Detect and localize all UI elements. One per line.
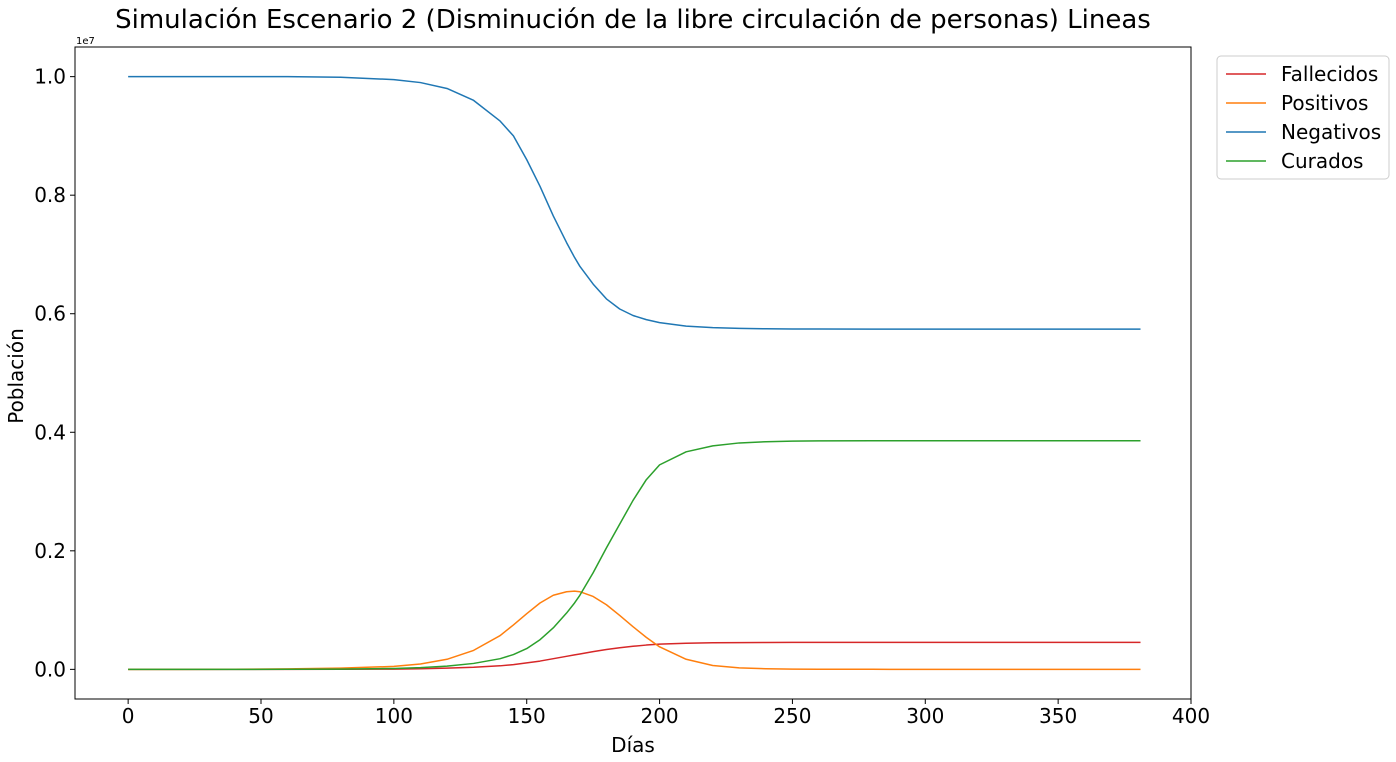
- series-line-curados: [128, 439, 1141, 671]
- y-tick-label: 0.8: [34, 183, 66, 207]
- plot-area: [74, 46, 1192, 700]
- series-line-fallecidos: [128, 641, 1141, 671]
- legend-label-fallecidos: Fallecidos: [1281, 62, 1378, 86]
- legend-label-curados: Curados: [1281, 149, 1363, 173]
- x-tick-label: 200: [640, 704, 678, 728]
- series-line-negativos: [128, 75, 1141, 330]
- y-tick-label: 0.0: [34, 657, 66, 681]
- x-axis-title: Días: [611, 733, 655, 757]
- x-tick-label: 0: [122, 704, 135, 728]
- legend-label-positivos: Positivos: [1281, 91, 1368, 115]
- x-tick-label: 400: [1172, 704, 1210, 728]
- plot-frame: [74, 46, 1192, 700]
- y-axis-offset-label: 1e7: [76, 36, 95, 47]
- x-tick-label: 250: [773, 704, 811, 728]
- series-line-positivos: [128, 590, 1141, 671]
- legend: Fallecidos Positivos Negativos Curados: [1216, 55, 1390, 180]
- y-axis: 0.0 0.2 0.4 0.6 0.8 1.0: [34, 65, 75, 681]
- legend-label-negativos: Negativos: [1281, 120, 1381, 144]
- x-axis: 0 50 100 150 200 250 300 350 400: [122, 699, 1210, 728]
- x-tick-label: 50: [248, 704, 273, 728]
- y-tick-label: 0.2: [34, 539, 66, 563]
- x-tick-label: 150: [508, 704, 546, 728]
- y-tick-label: 0.4: [34, 420, 66, 444]
- x-tick-label: 300: [906, 704, 944, 728]
- y-tick-label: 1.0: [34, 65, 66, 89]
- legend-box: [1216, 55, 1390, 180]
- y-tick-label: 0.6: [34, 302, 66, 326]
- x-tick-label: 100: [375, 704, 413, 728]
- x-tick-label: 350: [1039, 704, 1077, 728]
- chart-title: Simulación Escenario 2 (Disminución de l…: [115, 5, 1151, 35]
- y-axis-title: Población: [4, 328, 28, 424]
